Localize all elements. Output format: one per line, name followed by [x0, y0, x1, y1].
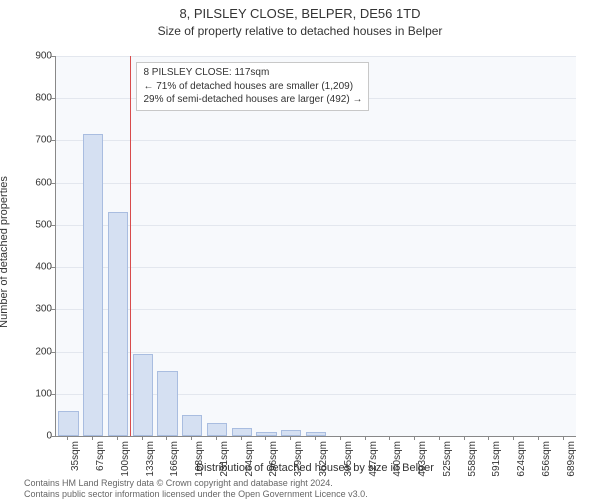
y-tick-label: 700: [12, 135, 52, 146]
bar: [182, 415, 202, 436]
chart-title: 8, PILSLEY CLOSE, BELPER, DE56 1TD: [0, 6, 600, 21]
chart-container: { "title": "8, PILSLEY CLOSE, BELPER, DE…: [0, 0, 600, 500]
y-tick-label: 0: [12, 431, 52, 442]
plot-area: 8 PILSLEY CLOSE: 117sqm← 71% of detached…: [55, 56, 576, 437]
reference-line: [130, 56, 131, 436]
y-tick-label: 400: [12, 262, 52, 273]
annotation-line: 8 PILSLEY CLOSE: 117sqm: [143, 66, 362, 80]
y-tick-label: 800: [12, 93, 52, 104]
bar: [83, 134, 103, 436]
y-tick-label: 500: [12, 219, 52, 230]
bar: [108, 212, 128, 436]
footer-line: Contains HM Land Registry data © Crown c…: [24, 478, 333, 488]
y-tick-label: 200: [12, 346, 52, 357]
footer-line: Contains public sector information licen…: [24, 489, 368, 499]
bar: [157, 371, 177, 436]
chart-subtitle: Size of property relative to detached ho…: [0, 24, 600, 38]
bar: [207, 423, 227, 436]
y-tick-label: 900: [12, 51, 52, 62]
annotation-box: 8 PILSLEY CLOSE: 117sqm← 71% of detached…: [136, 62, 369, 111]
y-tick-label: 600: [12, 177, 52, 188]
y-tick-label: 300: [12, 304, 52, 315]
bar: [58, 411, 78, 436]
y-tick-label: 100: [12, 388, 52, 399]
annotation-line: 29% of semi-detached houses are larger (…: [143, 93, 362, 107]
bar: [133, 354, 153, 436]
y-axis-label: Number of detached properties: [0, 176, 10, 328]
annotation-line: ← 71% of detached houses are smaller (1,…: [143, 80, 362, 94]
bar: [232, 428, 252, 436]
